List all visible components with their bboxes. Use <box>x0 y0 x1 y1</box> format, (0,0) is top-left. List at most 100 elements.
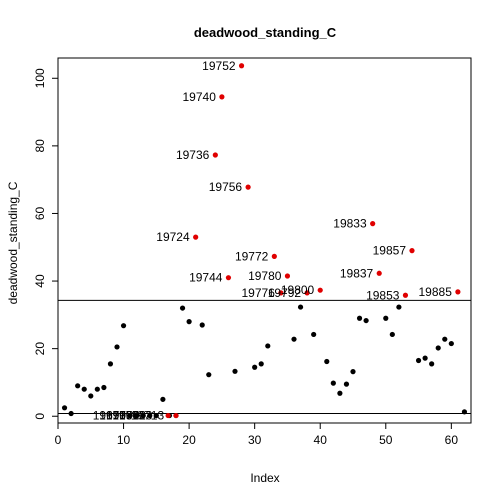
flagged-point <box>245 184 251 190</box>
flagged-point <box>370 221 376 227</box>
flagged-point <box>193 234 199 240</box>
data-point <box>337 390 343 396</box>
data-point <box>140 412 146 419</box>
point-label: 19756 <box>209 180 243 194</box>
data-point <box>68 410 74 417</box>
y-axis-label: deadwood_standing_C <box>6 181 20 304</box>
point-label: 19776 <box>242 286 276 300</box>
data-point <box>186 319 192 325</box>
y-tick-label: 80 <box>33 139 47 153</box>
data-point <box>363 317 369 324</box>
x-tick-label: 60 <box>445 433 459 447</box>
point-label: 19833 <box>333 217 367 231</box>
point-label: 19792 <box>268 286 302 300</box>
point-label: 19701 <box>106 409 140 423</box>
flagged-point <box>219 94 225 100</box>
data-point <box>232 368 238 374</box>
data-point <box>75 383 81 389</box>
point-label: 19699 <box>93 409 127 423</box>
data-point <box>258 361 264 367</box>
data-point <box>61 405 68 411</box>
data-point <box>206 372 212 378</box>
data-point <box>429 361 435 367</box>
data-point <box>435 345 441 351</box>
flagged-point <box>409 248 415 254</box>
point-label: 19724 <box>156 230 190 244</box>
data-point <box>134 412 140 419</box>
data-point <box>448 340 454 347</box>
point-label: 19740 <box>183 90 217 104</box>
data-point <box>330 380 336 386</box>
data-point <box>114 344 120 350</box>
y-tick-label: 40 <box>33 274 47 288</box>
y-axis: 0 20 40 60 80 100 <box>33 68 59 420</box>
point-labels: 19724 19736 19740 19744 19752 19756 19772 19776… <box>93 59 452 423</box>
data-point <box>81 386 87 392</box>
point-label: 19780 <box>248 269 282 283</box>
point-label: 19853 <box>366 288 400 302</box>
flagged-point <box>165 412 171 419</box>
data-point <box>324 358 330 365</box>
data-point <box>383 315 389 321</box>
data-point <box>101 384 107 391</box>
data-point <box>88 393 94 399</box>
data-point <box>343 381 350 387</box>
data-point <box>147 412 153 419</box>
flagged-point <box>376 270 382 276</box>
data-point <box>422 355 428 361</box>
data-point <box>127 412 133 419</box>
flagged-point <box>225 275 232 281</box>
data-point <box>442 336 448 342</box>
y-tick-label: 100 <box>33 68 47 88</box>
y-tick-label: 0 <box>33 413 47 420</box>
data-point <box>120 323 127 329</box>
flagged-point <box>271 253 277 259</box>
data-point <box>265 343 271 349</box>
y-tick-label: 20 <box>33 342 47 356</box>
reference-lines <box>58 299 471 415</box>
data-point <box>350 369 356 375</box>
point-label: 19800 <box>281 283 315 297</box>
x-tick-label: 20 <box>182 433 196 447</box>
point-label: 19885 <box>419 285 453 299</box>
x-axis-label: Index <box>250 471 279 485</box>
flagged-point <box>212 152 218 158</box>
flagged-point <box>455 289 461 295</box>
flagged-point <box>173 412 179 419</box>
data-point <box>199 322 205 328</box>
x-axis: 0 10 20 30 40 50 60 <box>55 422 459 447</box>
chart-title: deadwood_standing_C <box>194 25 337 40</box>
data-point <box>291 336 297 342</box>
point-label: 19713 <box>131 409 165 423</box>
x-tick-label: 50 <box>379 433 393 447</box>
flagged-point <box>317 287 323 293</box>
flagged-point <box>402 292 409 298</box>
point-label: 19736 <box>176 148 210 162</box>
data-point <box>297 304 304 310</box>
data-point <box>461 409 468 415</box>
data-point <box>94 386 100 392</box>
point-label: 19700 <box>99 409 133 423</box>
flagged-point <box>284 273 291 279</box>
point-label: 19837 <box>340 266 374 280</box>
point-label: 19857 <box>373 244 407 258</box>
x-tick-label: 10 <box>117 433 131 447</box>
flagged-point <box>278 290 284 296</box>
point-label: 19703 <box>119 409 153 423</box>
plot-frame <box>57 57 472 424</box>
data-point <box>415 357 422 364</box>
data-point <box>311 331 317 338</box>
flagged-point <box>238 63 245 69</box>
y-tick-label: 60 <box>33 206 47 220</box>
data-point <box>107 361 114 367</box>
point-label: 19744 <box>189 271 223 285</box>
data-points <box>61 63 468 419</box>
point-label: 19702 <box>112 409 146 423</box>
data-point <box>179 305 186 311</box>
point-label: 19772 <box>235 249 269 263</box>
flagged-point <box>304 290 310 296</box>
x-tick-label: 40 <box>314 433 328 447</box>
data-point <box>160 396 166 402</box>
